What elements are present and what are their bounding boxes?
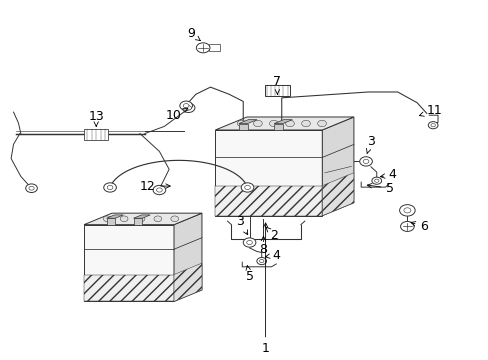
Circle shape [269,120,278,127]
Polygon shape [133,218,142,225]
Text: 4: 4 [380,168,396,181]
Circle shape [301,120,310,127]
Circle shape [182,103,195,112]
Text: 2: 2 [265,227,278,242]
Circle shape [241,183,253,192]
Circle shape [185,106,191,110]
Text: 1: 1 [261,223,269,355]
Circle shape [183,104,188,108]
Circle shape [359,157,372,166]
Polygon shape [84,213,202,225]
Circle shape [137,216,144,222]
Circle shape [180,101,192,111]
Circle shape [26,184,37,193]
Text: 12: 12 [139,180,170,193]
Polygon shape [238,123,247,130]
Circle shape [399,204,414,216]
Polygon shape [174,263,202,301]
Text: 11: 11 [419,104,441,117]
Circle shape [107,185,113,190]
Circle shape [243,238,255,247]
Circle shape [371,177,381,184]
Circle shape [253,120,262,127]
Polygon shape [106,215,123,218]
Circle shape [154,216,162,222]
Circle shape [196,43,209,53]
Circle shape [317,120,326,127]
Circle shape [427,122,437,129]
Polygon shape [84,275,174,301]
Text: 8: 8 [259,236,267,256]
Circle shape [103,183,116,192]
Circle shape [374,179,378,182]
Text: 5: 5 [366,182,393,195]
Circle shape [246,240,252,244]
Text: 5: 5 [245,266,253,283]
Polygon shape [274,120,292,123]
Circle shape [259,260,264,263]
Circle shape [244,185,250,190]
Bar [264,85,289,96]
Circle shape [237,120,245,127]
Text: 4: 4 [265,248,280,261]
Circle shape [29,186,34,190]
Circle shape [430,123,434,127]
Circle shape [363,159,368,163]
Polygon shape [106,218,115,225]
Circle shape [103,216,111,222]
Text: 3: 3 [235,215,247,235]
Circle shape [256,257,266,265]
Circle shape [400,221,413,231]
Text: 3: 3 [366,135,374,154]
Circle shape [153,185,165,195]
Polygon shape [215,117,353,130]
Polygon shape [274,123,283,130]
Polygon shape [133,215,150,218]
Circle shape [403,208,410,213]
Circle shape [170,216,178,222]
Bar [84,129,108,140]
Polygon shape [215,130,322,216]
Polygon shape [322,117,353,216]
Text: 10: 10 [166,108,187,122]
Circle shape [156,188,162,192]
Text: 9: 9 [187,27,200,41]
Polygon shape [215,186,322,216]
Circle shape [120,216,128,222]
Polygon shape [322,173,353,216]
Text: 7: 7 [273,75,281,94]
Text: 6: 6 [410,220,427,233]
Polygon shape [84,225,174,301]
Polygon shape [238,120,257,123]
Bar [209,44,220,51]
Text: 13: 13 [88,110,104,126]
Polygon shape [174,213,202,301]
Circle shape [285,120,294,127]
